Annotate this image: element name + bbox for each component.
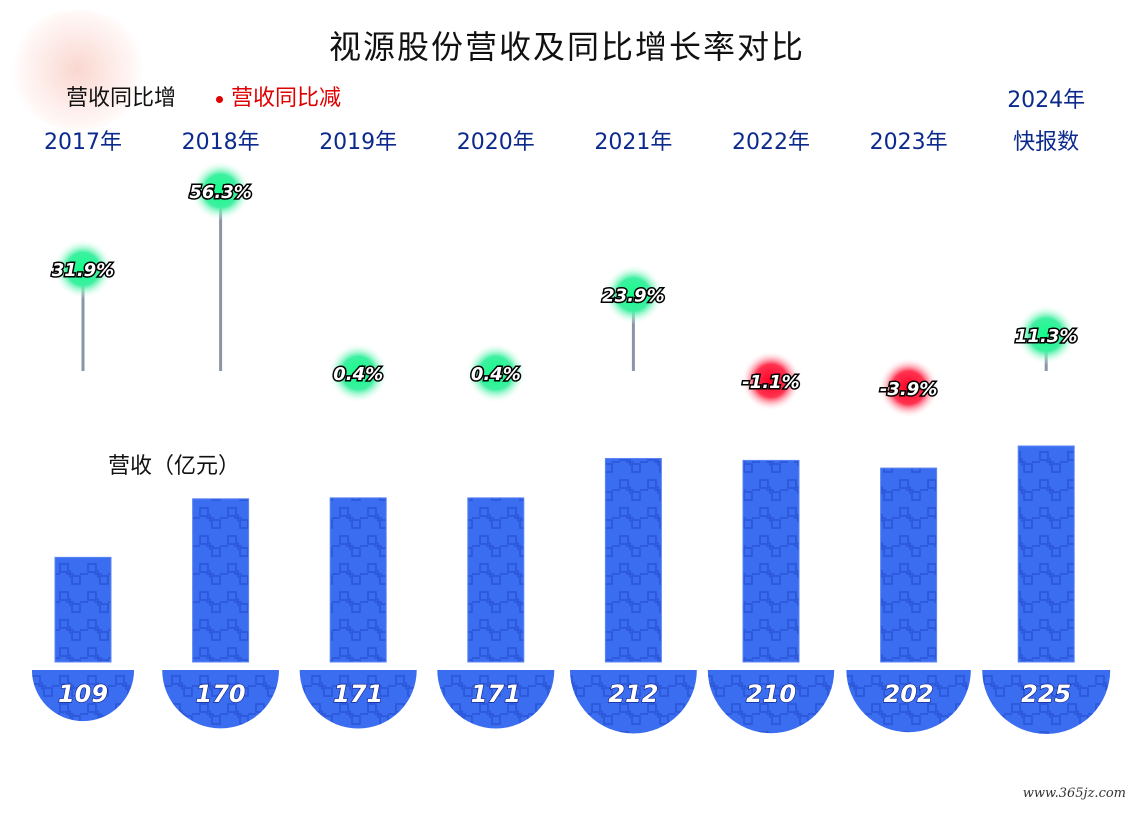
category-label: 2021年 [594, 130, 673, 155]
revenue-bar-base [982, 670, 1111, 734]
growth-dot-decrease [878, 357, 939, 418]
revenue-bar-base [437, 670, 555, 729]
revenue-bar [467, 497, 525, 663]
growth-dot-increase [190, 160, 251, 221]
growth-dot-increase [603, 264, 664, 325]
revenue-bar-base [846, 670, 971, 733]
watermark: www.365jz.com [1022, 786, 1126, 801]
growth-value-label: -1.1% [742, 372, 799, 393]
revenue-bar [1017, 445, 1075, 663]
revenue-value-label: 225 [1021, 680, 1071, 708]
revenue-bar-base [299, 670, 417, 729]
revenue-bar [54, 556, 112, 663]
legend-decrease-label: 营收同比减 [231, 86, 342, 111]
growth-value-label: 0.4% [333, 364, 383, 385]
revenue-bar-base [707, 670, 835, 734]
revenue-bar-base [569, 670, 697, 734]
category-label: 2020年 [456, 130, 535, 155]
growth-dot-decrease [741, 350, 801, 411]
revenue-value-label: 212 [608, 680, 658, 708]
revenue-bar [880, 467, 938, 663]
y-axis-label: 营收（亿元） [108, 454, 241, 479]
category-label: 2017年 [44, 130, 122, 155]
growth-value-label: -3.9% [880, 379, 937, 400]
category-label: 快报数 [1013, 130, 1080, 155]
legend-decrease: 营收同比减 [216, 80, 341, 112]
revenue-bar [742, 459, 800, 663]
category-label: 2018年 [181, 130, 260, 155]
growth-value-label: 56.3% [189, 182, 251, 203]
growth-value-label: 11.3% [1015, 326, 1077, 347]
revenue-bar-base [162, 670, 279, 729]
revenue-bar [329, 497, 387, 663]
revenue-value-label: 109 [58, 680, 108, 708]
category-label: 2024年 [1007, 88, 1086, 113]
growth-dot-increase [328, 343, 389, 403]
revenue-bar [604, 457, 662, 663]
category-label: 2023年 [869, 130, 948, 155]
growth-value-label: 0.4% [471, 364, 521, 385]
revenue-value-label: 210 [746, 680, 796, 708]
revenue-value-label: 171 [333, 680, 383, 708]
category-label: 2022年 [732, 130, 810, 155]
chart-title: 视源股份营收及同比增长率对比 [328, 28, 805, 66]
growth-value-label: 23.9% [602, 286, 664, 307]
revenue-value-label: 202 [884, 680, 934, 708]
revenue-value-label: 170 [196, 680, 246, 708]
logo-icon [8, 10, 148, 130]
revenue-value-label: 171 [471, 680, 521, 708]
revenue-bar-base [31, 670, 135, 722]
growth-value-label: 31.9% [52, 260, 114, 281]
legend-dot-icon [216, 95, 223, 103]
growth-dot-increase [53, 238, 113, 299]
category-label: 2019年 [319, 130, 398, 155]
growth-dot-increase [465, 343, 526, 403]
revenue-bar [192, 498, 250, 663]
growth-dot-increase [1016, 304, 1077, 365]
legend-increase: 营收同比增 [66, 86, 177, 111]
